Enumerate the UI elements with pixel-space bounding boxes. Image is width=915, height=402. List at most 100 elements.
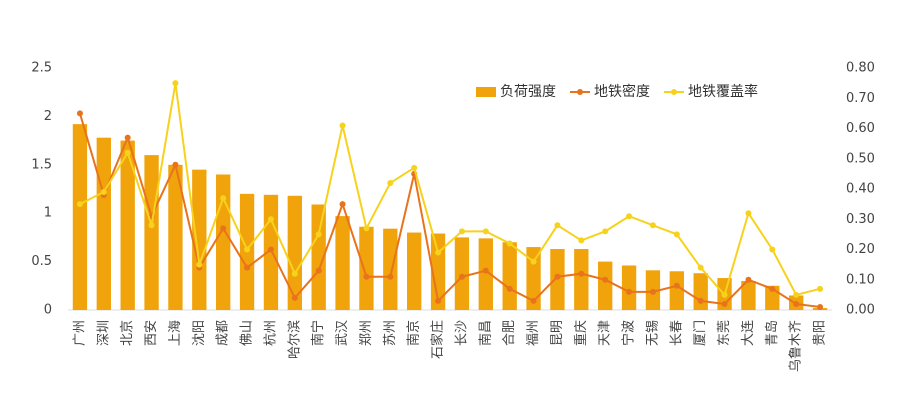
point [387,179,394,186]
bar [287,195,302,310]
y-tick-label: 2.5 [31,61,52,76]
bar [621,265,637,310]
bar [669,271,684,310]
bar [502,242,517,310]
point [291,294,298,301]
x-tick-label: 石家庄 [430,320,446,359]
x-tick-label: 长春 [669,320,684,346]
x-tick-label: 厦门 [693,320,708,346]
point [435,249,442,256]
point [363,273,370,280]
point [626,213,633,220]
bar [120,140,135,310]
x-tick-label: 广州 [72,320,87,346]
x-tick-label: 北京 [120,320,135,346]
x-tick-label: 青岛 [764,320,780,346]
x-tick-label: 上海 [168,320,183,346]
legend-label: 地铁密度 [594,83,650,100]
point [482,267,489,274]
bar [526,247,541,310]
x-tick-label: 南昌 [477,320,493,346]
x-tick-label: 无锡 [645,320,660,346]
x-tick-label: 重庆 [573,320,589,346]
bar [72,124,88,310]
legend-label: 负荷强度 [500,84,556,100]
legend-label: 地铁覆盖率 [688,83,758,100]
point [124,149,131,156]
bar [741,280,756,310]
y2-tick-label: 0.00 [846,303,875,318]
point [100,189,107,196]
bar [168,164,183,310]
point [554,273,561,280]
point [220,195,227,202]
x-tick-label: 哈尔滨 [286,320,302,359]
point [411,164,418,171]
x-tick-label: 大连 [740,320,756,346]
y-tick-label: 0.5 [31,254,52,269]
x-tick-label: 天津 [598,320,613,346]
y2-tick-label: 0.60 [846,121,875,136]
bar [407,232,422,310]
bar [574,249,589,310]
x-tick-label: 合肥 [502,320,517,346]
x-tick-label: 福州 [526,320,541,346]
point [387,273,394,280]
point [315,267,322,274]
bar [335,216,350,310]
point [769,285,776,292]
y2-tick-label: 0.80 [846,61,875,76]
y2-tick-label: 0.10 [846,272,875,287]
point [602,228,609,235]
x-tick-label: 西安 [144,320,159,346]
point [745,210,752,217]
bar [478,238,493,310]
y2-tick-label: 0.40 [846,182,875,197]
point [244,264,251,271]
x-tick-label: 沈阳 [192,320,207,346]
point [315,231,322,238]
point [530,297,537,304]
point [148,222,155,229]
point [124,134,131,141]
point [458,273,465,280]
x-tick-label: 宁波 [621,320,637,346]
point [793,291,800,298]
point [172,80,179,87]
x-tick-label: 乌鲁木齐 [788,320,804,372]
x-tick-label: 昆明 [550,320,565,346]
point [817,303,824,310]
point [267,216,274,223]
point [506,240,513,247]
y2-tick-label: 0.50 [846,151,875,166]
legend-swatch [671,89,677,95]
point [339,201,346,208]
point [721,291,728,298]
x-tick-label: 郑州 [359,320,374,346]
point [697,297,704,304]
bar [192,169,207,310]
point [697,264,704,271]
x-tick-label: 南京 [406,320,422,346]
y2-tick-label: 0.20 [846,242,875,257]
bar [216,174,231,310]
point [793,300,800,307]
bar [598,261,613,310]
point [649,222,656,229]
point [76,201,83,208]
x-tick-label: 东莞 [717,320,732,346]
point [482,228,489,235]
bar [359,226,374,310]
x-tick-label: 苏州 [382,320,398,346]
point [554,222,561,229]
y2-tick-label: 0.70 [846,91,875,106]
point [506,285,513,292]
point [721,300,728,307]
point [817,285,824,292]
point [267,246,274,253]
bar [454,237,470,310]
point [196,261,203,268]
x-tick-label: 武汉 [335,320,350,346]
bar [693,273,708,310]
